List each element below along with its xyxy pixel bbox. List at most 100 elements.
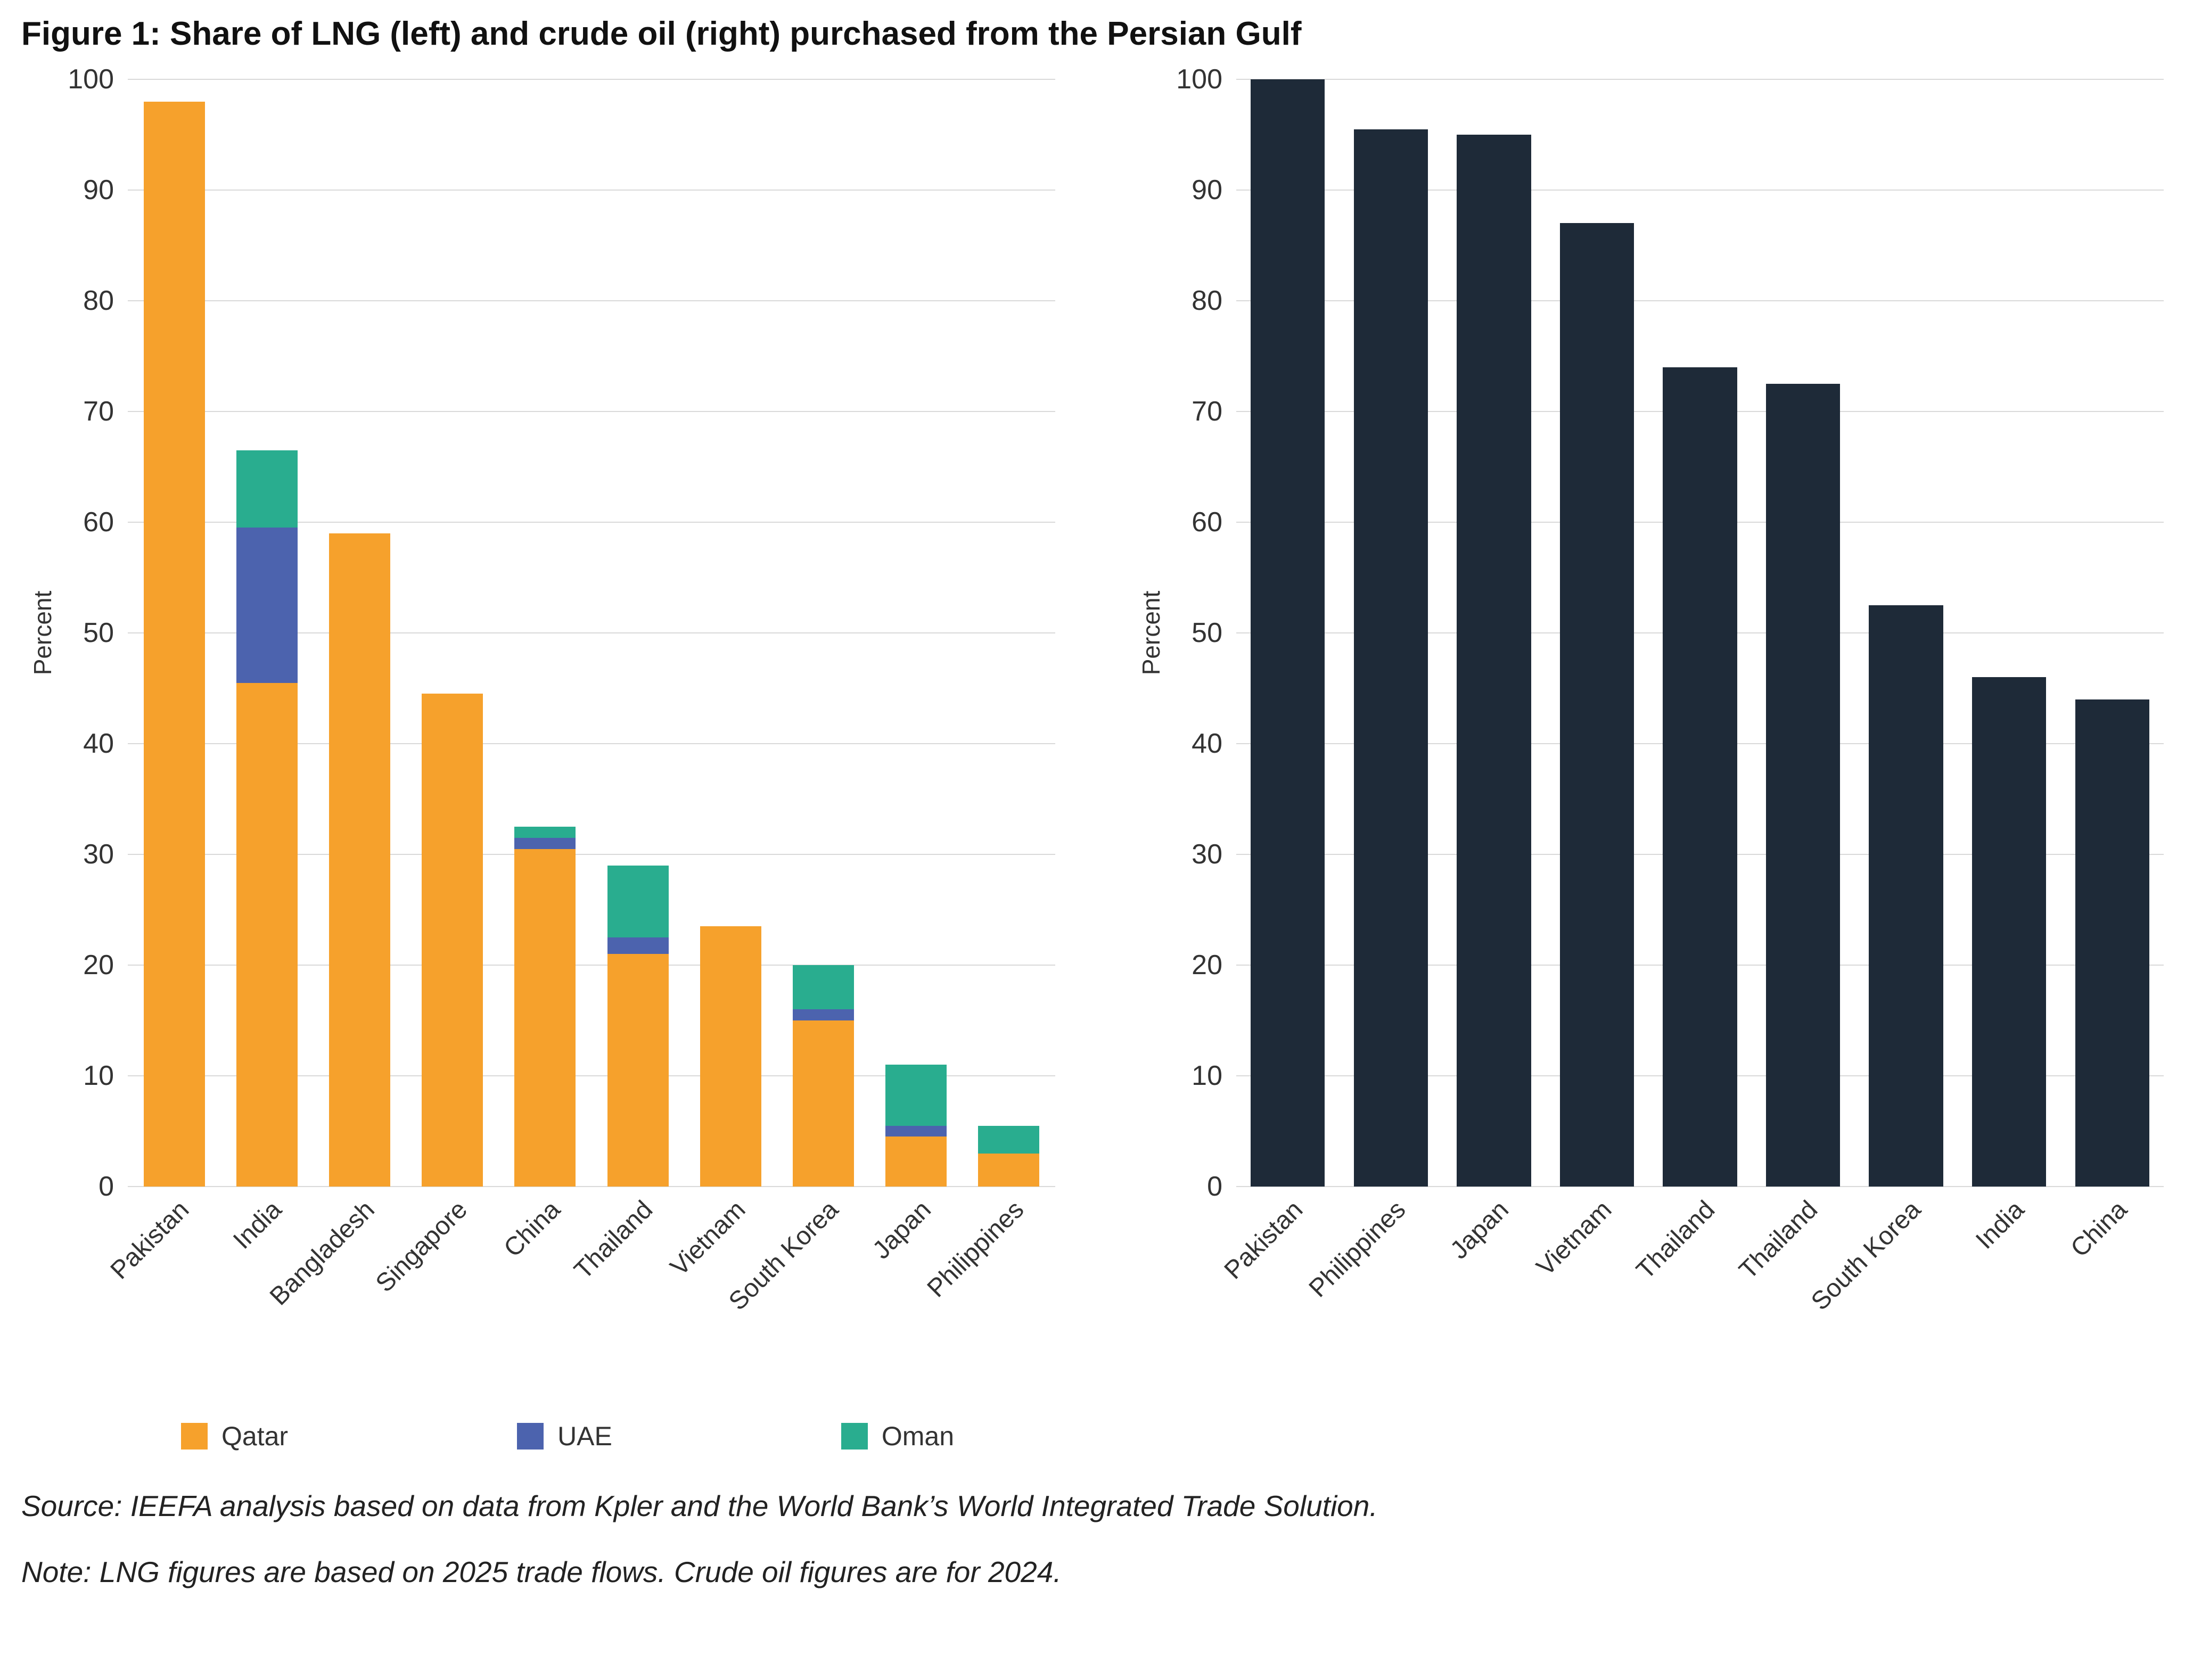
bar-south-korea bbox=[793, 79, 854, 1187]
segment-qatar-pakistan bbox=[143, 101, 205, 1187]
y-tick-label: 60 bbox=[1192, 507, 1222, 538]
oman-swatch-icon bbox=[841, 1423, 868, 1450]
gridline bbox=[128, 1186, 1055, 1187]
x-label-slot-south-korea: South Korea bbox=[724, 1187, 869, 1415]
bar-philippines bbox=[1353, 79, 1428, 1187]
x-label-slot-india: India bbox=[220, 1187, 313, 1415]
bar-pakistan bbox=[1251, 79, 1325, 1187]
legend-label-oman: Oman bbox=[881, 1421, 955, 1451]
x-tick-label: China bbox=[2065, 1195, 2133, 1263]
x-label-slot-japan: Japan bbox=[1442, 1187, 1546, 1415]
bar-philippines bbox=[978, 79, 1040, 1187]
gridline bbox=[1236, 79, 2164, 80]
crude-y-axis-label-text: Percent bbox=[1137, 590, 1165, 676]
note-text: Note: LNG figures are based on 2025 trad… bbox=[21, 1555, 1062, 1588]
bar-column-vietnam bbox=[1546, 79, 1649, 1187]
x-tick-label: India bbox=[1970, 1195, 2030, 1255]
lng-y-axis-label: Percent bbox=[21, 79, 64, 1187]
charts-row: Percent 0 10 20 30 40 50 60 70 80 90 100 Pakistan I… bbox=[21, 64, 2164, 1415]
crude-x-axis-labels: Pakistan Philippines Japan Vietnam Thailand T… bbox=[1219, 1187, 2164, 1415]
crude-y-axis-ticks: 0 10 20 30 40 50 60 70 80 90 100 bbox=[1172, 64, 1236, 1202]
x-label-slot-vietnam: Vietnam bbox=[1531, 1187, 1649, 1415]
y-tick-label: 0 bbox=[1207, 1171, 1222, 1202]
bar-vietnam bbox=[700, 79, 761, 1187]
bar-bangladesh bbox=[329, 79, 390, 1187]
segment-qatar-japan bbox=[885, 1137, 947, 1187]
bar-south-korea bbox=[1869, 79, 1943, 1187]
segment-qatar-india bbox=[236, 682, 298, 1187]
gridline bbox=[128, 1075, 1055, 1076]
y-tick-label: 60 bbox=[83, 507, 114, 538]
bar-india bbox=[1972, 79, 2047, 1187]
segment-persian-gulf-india bbox=[1972, 677, 2047, 1187]
segment-persian-gulf-philippines bbox=[1353, 129, 1428, 1187]
y-tick-label: 20 bbox=[1192, 950, 1222, 981]
bar-japan bbox=[885, 79, 947, 1187]
bar-column-japan bbox=[870, 79, 963, 1187]
x-label-slot-philippines: Philippines bbox=[1304, 1187, 1443, 1415]
x-tick-label: Pakistan bbox=[1219, 1195, 1308, 1285]
bar-column-china bbox=[499, 79, 592, 1187]
bar-column-pakistan bbox=[1236, 79, 1340, 1187]
y-tick-label: 10 bbox=[1192, 1060, 1222, 1091]
x-tick-label: Japan bbox=[1445, 1195, 1515, 1265]
segment-qatar-singapore bbox=[422, 694, 483, 1187]
segment-oman-thailand bbox=[607, 865, 669, 938]
gridline bbox=[128, 743, 1055, 744]
bar-column-vietnam bbox=[684, 79, 777, 1187]
qatar-swatch-icon bbox=[181, 1423, 208, 1450]
y-tick-label: 80 bbox=[83, 285, 114, 316]
bar-column-thailand bbox=[1752, 79, 1855, 1187]
figure: Figure 1: Share of LNG (left) and crude … bbox=[21, 15, 2164, 1589]
legend-item-qatar: Qatar bbox=[181, 1421, 288, 1452]
lng-y-axis-ticks: 0 10 20 30 40 50 60 70 80 90 100 bbox=[64, 64, 128, 1202]
bar-column-china bbox=[2061, 79, 2164, 1187]
segment-qatar-philippines bbox=[978, 1153, 1040, 1187]
bar-column-south-korea bbox=[1854, 79, 1958, 1187]
legend: Qatar UAE Oman bbox=[181, 1421, 2164, 1452]
x-label-slot-india: India bbox=[1958, 1187, 2061, 1415]
gridline bbox=[128, 300, 1055, 301]
x-label-slot-bangladesh: Bangladesh bbox=[265, 1187, 406, 1415]
gridline bbox=[128, 854, 1055, 855]
segment-qatar-vietnam bbox=[700, 926, 761, 1187]
gridline bbox=[1236, 300, 2164, 301]
segment-persian-gulf-japan bbox=[1457, 135, 1531, 1187]
segment-uae-japan bbox=[885, 1125, 947, 1137]
y-tick-label: 70 bbox=[1192, 396, 1222, 427]
legend-item-oman: Oman bbox=[841, 1421, 954, 1452]
bar-column-bangladesh bbox=[313, 79, 406, 1187]
segment-persian-gulf-pakistan bbox=[1251, 79, 1325, 1187]
bar-column-philippines bbox=[963, 79, 1055, 1187]
segment-uae-thailand bbox=[607, 937, 669, 954]
segment-qatar-bangladesh bbox=[329, 533, 390, 1187]
y-tick-label: 90 bbox=[83, 175, 114, 205]
gridline bbox=[128, 190, 1055, 191]
bar-pakistan bbox=[143, 79, 205, 1187]
bar-column-south-korea bbox=[777, 79, 869, 1187]
x-label-slot-thailand: Thailand bbox=[569, 1187, 684, 1415]
x-label-slot-japan: Japan bbox=[867, 1187, 963, 1415]
crude-plot-area bbox=[1236, 79, 2164, 1187]
legend-label-uae: UAE bbox=[557, 1421, 612, 1451]
bar-china bbox=[514, 79, 576, 1187]
segment-qatar-thailand bbox=[607, 954, 669, 1187]
bar-column-india bbox=[1958, 79, 2061, 1187]
legend-label-qatar: Qatar bbox=[221, 1421, 289, 1451]
x-label-slot-pakistan: Pakistan bbox=[105, 1187, 220, 1415]
bar-column-india bbox=[220, 79, 313, 1187]
x-label-slot-thailand: Thailand bbox=[1631, 1187, 1752, 1415]
y-tick-label: 100 bbox=[1176, 64, 1222, 95]
bar-column-thailand bbox=[1648, 79, 1752, 1187]
y-tick-label: 90 bbox=[1192, 175, 1222, 205]
segment-persian-gulf-south-korea bbox=[1869, 605, 1943, 1187]
bar-column-japan bbox=[1442, 79, 1546, 1187]
x-label-slot-china: China bbox=[2061, 1187, 2164, 1415]
bar-vietnam bbox=[1559, 79, 1634, 1187]
bar-thailand bbox=[1663, 79, 1737, 1187]
source-text: Source: IEEFA analysis based on data fro… bbox=[21, 1489, 1378, 1522]
y-tick-label: 50 bbox=[83, 617, 114, 648]
bar-japan bbox=[1457, 79, 1531, 1187]
gridline bbox=[1236, 1186, 2164, 1187]
segment-uae-south-korea bbox=[793, 1009, 854, 1020]
